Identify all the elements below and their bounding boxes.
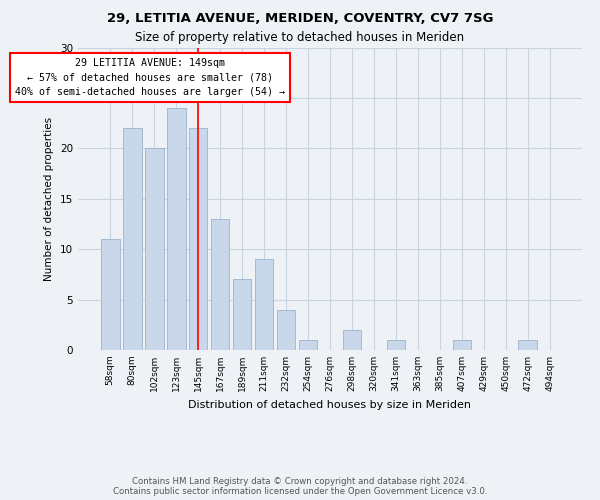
Bar <box>277 310 295 350</box>
Bar <box>167 108 185 350</box>
Text: Contains HM Land Registry data © Crown copyright and database right 2024.
Contai: Contains HM Land Registry data © Crown c… <box>113 476 487 496</box>
Bar <box>343 330 361 350</box>
Bar <box>123 128 142 350</box>
Bar <box>233 280 251 350</box>
Bar <box>386 340 405 350</box>
Text: Size of property relative to detached houses in Meriden: Size of property relative to detached ho… <box>136 31 464 44</box>
Bar <box>189 128 208 350</box>
Bar <box>518 340 537 350</box>
Y-axis label: Number of detached properties: Number of detached properties <box>44 116 55 281</box>
Text: 29, LETITIA AVENUE, MERIDEN, COVENTRY, CV7 7SG: 29, LETITIA AVENUE, MERIDEN, COVENTRY, C… <box>107 12 493 26</box>
Bar <box>211 219 229 350</box>
X-axis label: Distribution of detached houses by size in Meriden: Distribution of detached houses by size … <box>188 400 472 409</box>
Bar <box>101 239 119 350</box>
Bar <box>145 148 164 350</box>
Bar <box>255 259 274 350</box>
Bar <box>452 340 471 350</box>
Text: 29 LETITIA AVENUE: 149sqm
← 57% of detached houses are smaller (78)
40% of semi-: 29 LETITIA AVENUE: 149sqm ← 57% of detac… <box>15 58 285 97</box>
Bar <box>299 340 317 350</box>
